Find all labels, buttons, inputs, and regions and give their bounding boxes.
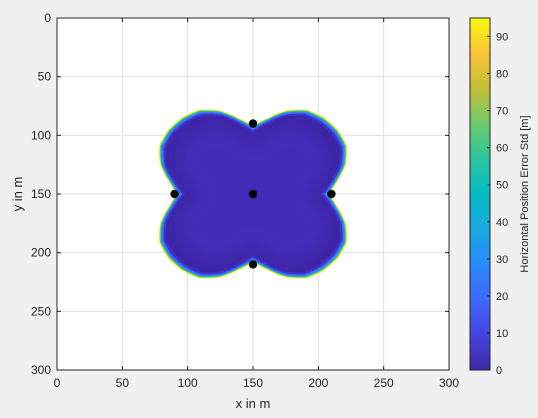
colorbar-tick-label: 70 (496, 106, 508, 118)
colorbar-tick-label: 0 (496, 365, 502, 377)
y-axis-label: y in m (10, 177, 25, 212)
colorbar-tick-label: 40 (496, 217, 508, 229)
anchor-point (327, 189, 336, 199)
y-tick-label: 300 (31, 363, 51, 377)
colorbar-tick-label: 90 (496, 32, 508, 44)
y-tick-label: 100 (31, 128, 51, 142)
anchor-point (248, 260, 258, 269)
x-tick-label: 300 (439, 376, 459, 390)
anchor-point (248, 189, 258, 199)
anchor-markers (170, 119, 336, 269)
anchor-point (248, 119, 258, 128)
y-tick-label: 0 (44, 11, 51, 25)
x-tick-label: 50 (116, 376, 130, 390)
x-tick-label: 0 (54, 376, 61, 390)
y-axis-ticks: 0 50 100 150 200 250 300 (31, 11, 449, 377)
colorbar-tick-label: 60 (496, 143, 508, 155)
x-tick-label: 250 (374, 376, 394, 390)
colorbar-tick-label: 10 (496, 328, 508, 340)
x-tick-label: 200 (308, 376, 328, 390)
colorbar-tick-label: 20 (496, 291, 508, 303)
colorbar-tick-label: 30 (496, 254, 508, 266)
colorbar-tick-label: 50 (496, 180, 508, 192)
y-tick-label: 50 (38, 70, 52, 84)
anchor-point (170, 189, 179, 199)
y-tick-label: 200 (31, 246, 51, 260)
colorbar (469, 17, 491, 371)
colorbar-tick-label: 80 (496, 69, 508, 81)
x-axis-ticks: 0 50 100 150 200 250 300 (54, 18, 459, 390)
x-axis-label: x in m (236, 396, 271, 411)
colorbar-ticks: 0 10 20 30 40 50 60 70 80 90 (487, 32, 508, 377)
x-tick-label: 150 (243, 376, 263, 390)
x-tick-label: 100 (178, 376, 198, 390)
y-tick-label: 150 (31, 187, 51, 201)
colorbar-label: Horizontal Position Error Std [m] (519, 115, 531, 272)
y-tick-label: 250 (31, 304, 51, 318)
